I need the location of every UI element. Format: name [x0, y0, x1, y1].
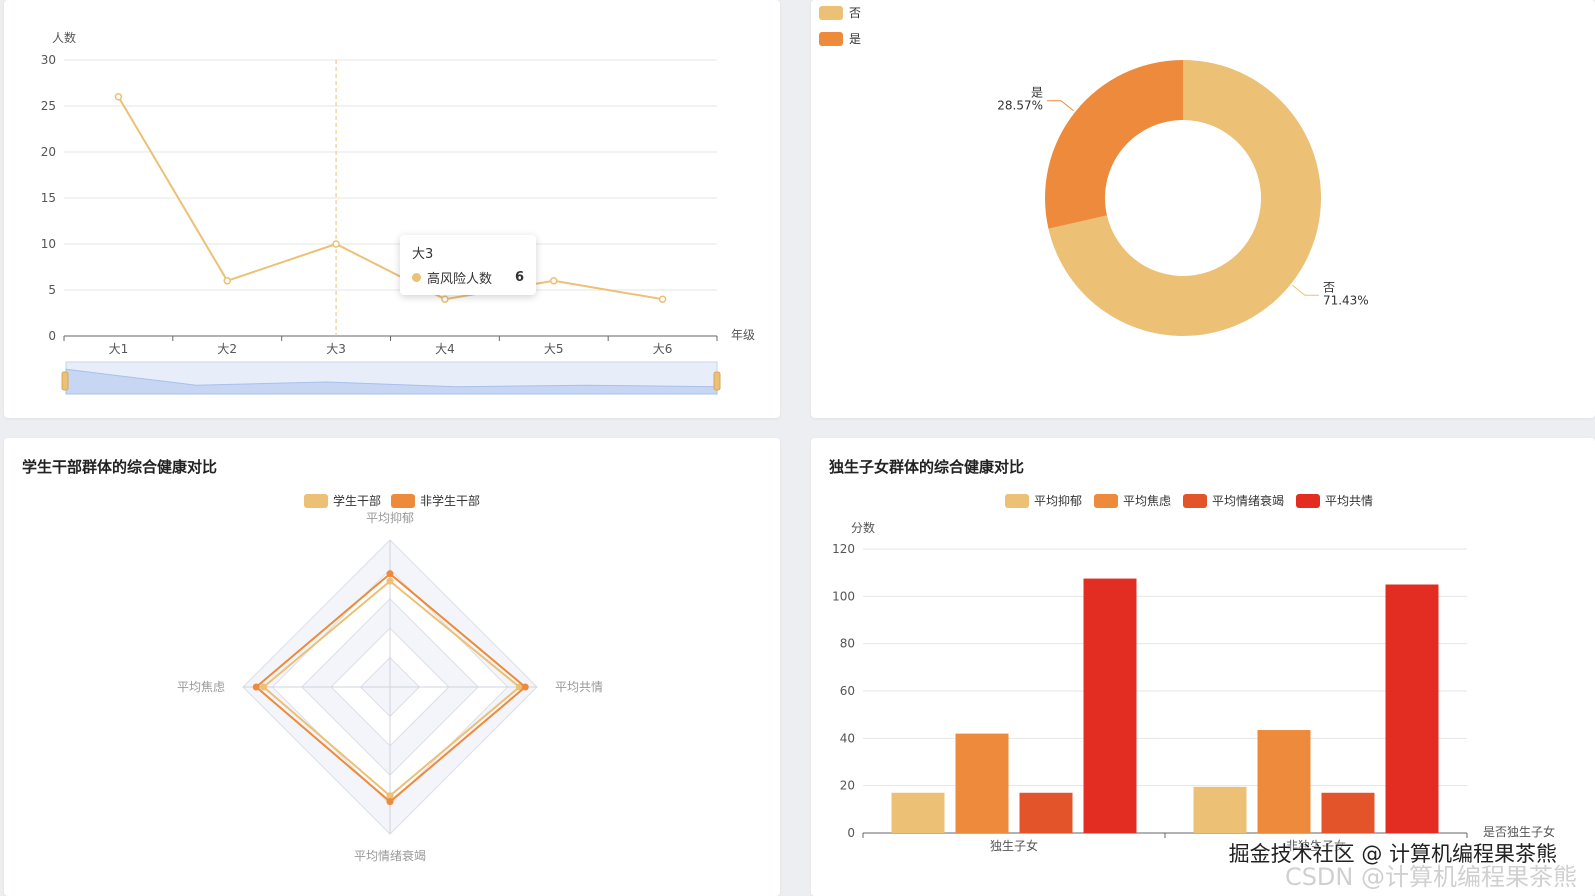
x-tick-label: 独生子女 — [990, 838, 1038, 853]
data-point — [223, 277, 231, 285]
y-tick-label: 40 — [840, 731, 855, 745]
bar — [955, 733, 1009, 833]
bar-chart: 平均抑郁 平均焦虑 平均情绪衰竭 平均共情 0 20 40 60 80 100 120 分数是否独生子… — [832, 493, 1555, 853]
x-tick-label: 大2 — [217, 342, 237, 356]
series-dot-icon — [412, 273, 421, 282]
y-axis-name: 分数 — [851, 520, 875, 535]
x-tick-label: 大6 — [653, 342, 673, 356]
y-axis-name: 人数 — [52, 30, 76, 45]
x-tick-label: 大3 — [326, 342, 346, 356]
legend-swatch — [1183, 494, 1207, 508]
legend-swatch — [819, 6, 843, 20]
bar — [1019, 792, 1073, 833]
y-tick-label: 20 — [840, 779, 855, 793]
data-point — [114, 93, 123, 101]
radar-indicator-label: 平均焦虑 — [177, 680, 225, 694]
watermark-csdn: CSDN @计算机编程果茶熊 — [1284, 863, 1577, 891]
tooltip-row: 高风险人数 6 — [412, 268, 524, 287]
radar-indicator-label: 平均抑郁 — [366, 510, 414, 525]
legend-swatch — [1005, 494, 1029, 508]
bar — [1083, 578, 1137, 833]
x-axis-name: 是否独生子女 — [1483, 824, 1555, 839]
bar — [1193, 786, 1247, 833]
chart-tooltip: 大3 高风险人数 6 — [400, 235, 536, 295]
series-line — [117, 96, 663, 301]
legend-swatch — [1094, 494, 1118, 508]
legend-label: 平均抑郁 — [1034, 493, 1082, 508]
radar-point — [386, 570, 394, 578]
y-tick-label: 80 — [840, 637, 855, 651]
radar-chart-title: 学生干部群体的综合健康对比 — [22, 458, 218, 476]
x-tick-label: 大1 — [109, 342, 129, 356]
x-tick-label: 大5 — [544, 342, 564, 356]
radar-point — [386, 798, 394, 806]
y-tick-label: 15 — [41, 191, 56, 205]
slice-label-name: 是 — [1031, 86, 1043, 100]
slice-label-line — [1292, 284, 1319, 296]
legend-label: 非学生干部 — [420, 493, 480, 508]
y-tick-label: 0 — [847, 826, 855, 840]
radar-indicator-label: 平均情绪衰竭 — [354, 848, 426, 863]
x-tick-label: 大4 — [435, 342, 455, 356]
line-chart-panel: 0 5 10 15 20 25 30 人数年级大1 大2 大3 大4 大5 大6 大3 高风险人数 6 — [4, 0, 780, 418]
tooltip-series-name: 高风险人数 — [427, 272, 493, 287]
datazoom-handle-left[interactable] — [61, 371, 69, 391]
radar-chart-panel: 学生干部群体的综合健康对比 学生干部 非学生干部 平均抑郁平均共情平均情绪衰竭 平均焦… — [4, 438, 780, 896]
slice-label-percent: 71.43% — [1323, 293, 1369, 307]
radar-point — [386, 792, 394, 800]
radar-point — [260, 683, 268, 691]
legend-label: 学生干部 — [333, 493, 381, 508]
y-tick-label: 120 — [832, 542, 855, 556]
bar — [891, 792, 945, 833]
pie-slice — [1048, 60, 1321, 337]
y-tick-label: 10 — [41, 237, 56, 251]
legend-swatch — [1296, 494, 1320, 508]
bar — [1257, 730, 1311, 833]
watermark-juejin: 掘金技术社区 @ 计算机编程果茶熊 — [1228, 842, 1557, 866]
radar-point — [515, 683, 523, 691]
y-tick-label: 100 — [832, 589, 855, 603]
data-point — [658, 295, 667, 303]
data-point — [332, 240, 340, 248]
data-point — [441, 295, 449, 303]
legend-swatch — [304, 494, 328, 508]
slice-label-name: 否 — [1323, 280, 1335, 294]
radar-point — [252, 683, 260, 691]
y-tick-label: 25 — [41, 99, 56, 113]
radar-point — [386, 577, 394, 585]
radar-indicator-label: 平均共情 — [555, 680, 603, 694]
radar-point — [521, 683, 529, 691]
legend-label: 平均情绪衰竭 — [1212, 493, 1284, 508]
x-axis-name: 年级 — [731, 328, 755, 342]
legend-label: 是 — [849, 32, 861, 46]
y-tick-label: 30 — [41, 53, 56, 67]
bar — [1385, 584, 1439, 833]
datazoom-preview-area — [65, 368, 718, 395]
tooltip-value: 6 — [514, 270, 524, 285]
datazoom-handle-right[interactable] — [713, 371, 721, 391]
legend-label: 平均共情 — [1325, 494, 1373, 508]
bar-chart-panel: 独生子女群体的综合健康对比 平均抑郁 平均焦虑 平均情绪衰竭 平均共情 0 20 40 60 8… — [811, 438, 1595, 896]
y-tick-label: 60 — [840, 684, 855, 698]
legend-swatch — [391, 494, 415, 508]
legend-label: 平均焦虑 — [1123, 494, 1171, 508]
y-tick-label: 0 — [48, 329, 56, 343]
legend-label: 否 — [849, 6, 861, 20]
legend-swatch — [819, 32, 843, 46]
slice-label-percent: 28.57% — [997, 99, 1043, 113]
pie-slice — [1045, 60, 1183, 229]
donut-chart-panel: 否是否 71.43% 是 28.57% — [811, 0, 1595, 418]
x-tick-label: 非独生子女 — [1286, 838, 1346, 853]
y-tick-label: 20 — [41, 145, 56, 159]
bar — [1321, 792, 1375, 833]
data-point — [550, 277, 558, 285]
y-tick-label: 5 — [48, 283, 56, 297]
slice-label-line — [1047, 100, 1074, 112]
tooltip-title: 大3 — [412, 247, 434, 262]
bar-chart-title: 独生子女群体的综合健康对比 — [829, 458, 1025, 476]
